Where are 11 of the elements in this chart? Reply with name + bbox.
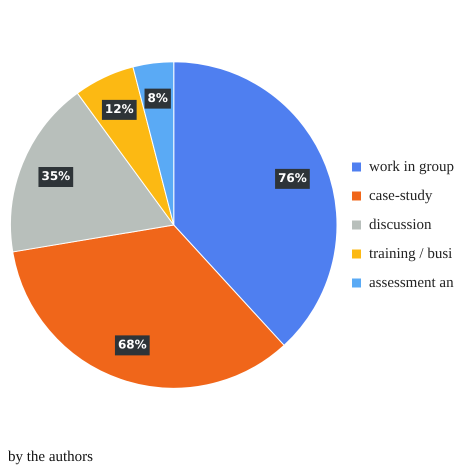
data-label: 35% xyxy=(41,169,70,184)
legend-label: training / busi xyxy=(369,246,452,262)
legend-label: assessment an xyxy=(369,274,454,291)
text: by the authors xyxy=(8,449,93,466)
data-label: 76% xyxy=(278,170,307,185)
data-label: 12% xyxy=(104,102,134,116)
legend-label: discussion xyxy=(369,216,432,233)
data-label: 68% xyxy=(118,338,147,352)
legend-label: work in group xyxy=(369,158,454,175)
legend-label: case-study xyxy=(369,188,433,204)
data-label: 8% xyxy=(148,90,168,105)
